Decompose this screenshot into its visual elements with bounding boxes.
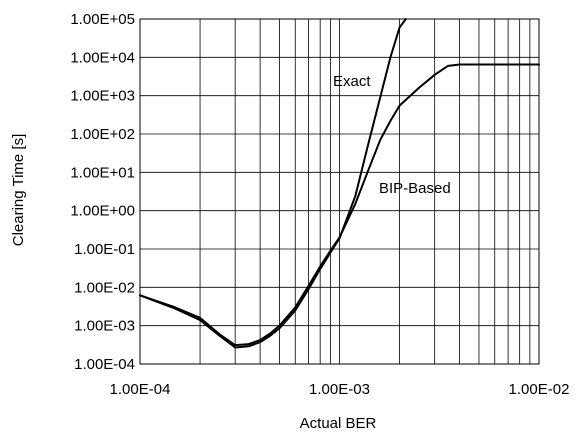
x-tick-label: 1.00E-03 — [309, 381, 370, 398]
y-tick-label: 1.00E-04 — [74, 356, 135, 373]
y-tick-label: 1.00E+05 — [70, 11, 135, 28]
x-tick-labels: 1.00E-04 1.00E-03 1.00E-02 — [110, 381, 570, 398]
series-label-bip-based: BIP-Based — [379, 180, 451, 197]
y-tick-label: 1.00E+00 — [70, 203, 135, 220]
series-group — [139, 18, 540, 349]
series-line-bip-based — [139, 63, 540, 347]
y-tick-label: 1.00E+02 — [70, 126, 135, 143]
y-tick-label: 1.00E+04 — [70, 49, 135, 66]
y-tick-label: 1.00E-02 — [74, 279, 135, 296]
x-axis-title: Actual BER — [300, 415, 377, 432]
y-tick-label: 1.00E-03 — [74, 318, 135, 335]
y-tick-label: 1.00E+03 — [70, 88, 135, 105]
x-tick-label: 1.00E-04 — [110, 381, 171, 398]
plot-frame — [139, 18, 540, 365]
y-tick-labels: 1.00E+05 1.00E+04 1.00E+03 1.00E+02 1.00E+01… — [70, 11, 135, 373]
series-label-exact: Exact — [333, 73, 371, 90]
y-axis-title: Clearing Time [s] — [10, 134, 27, 247]
grid — [140, 19, 539, 364]
series-line-exact — [139, 18, 407, 349]
y-tick-label: 1.00E+01 — [70, 164, 135, 181]
x-tick-label: 1.00E-02 — [509, 381, 570, 398]
y-tick-label: 1.00E-01 — [74, 241, 135, 258]
